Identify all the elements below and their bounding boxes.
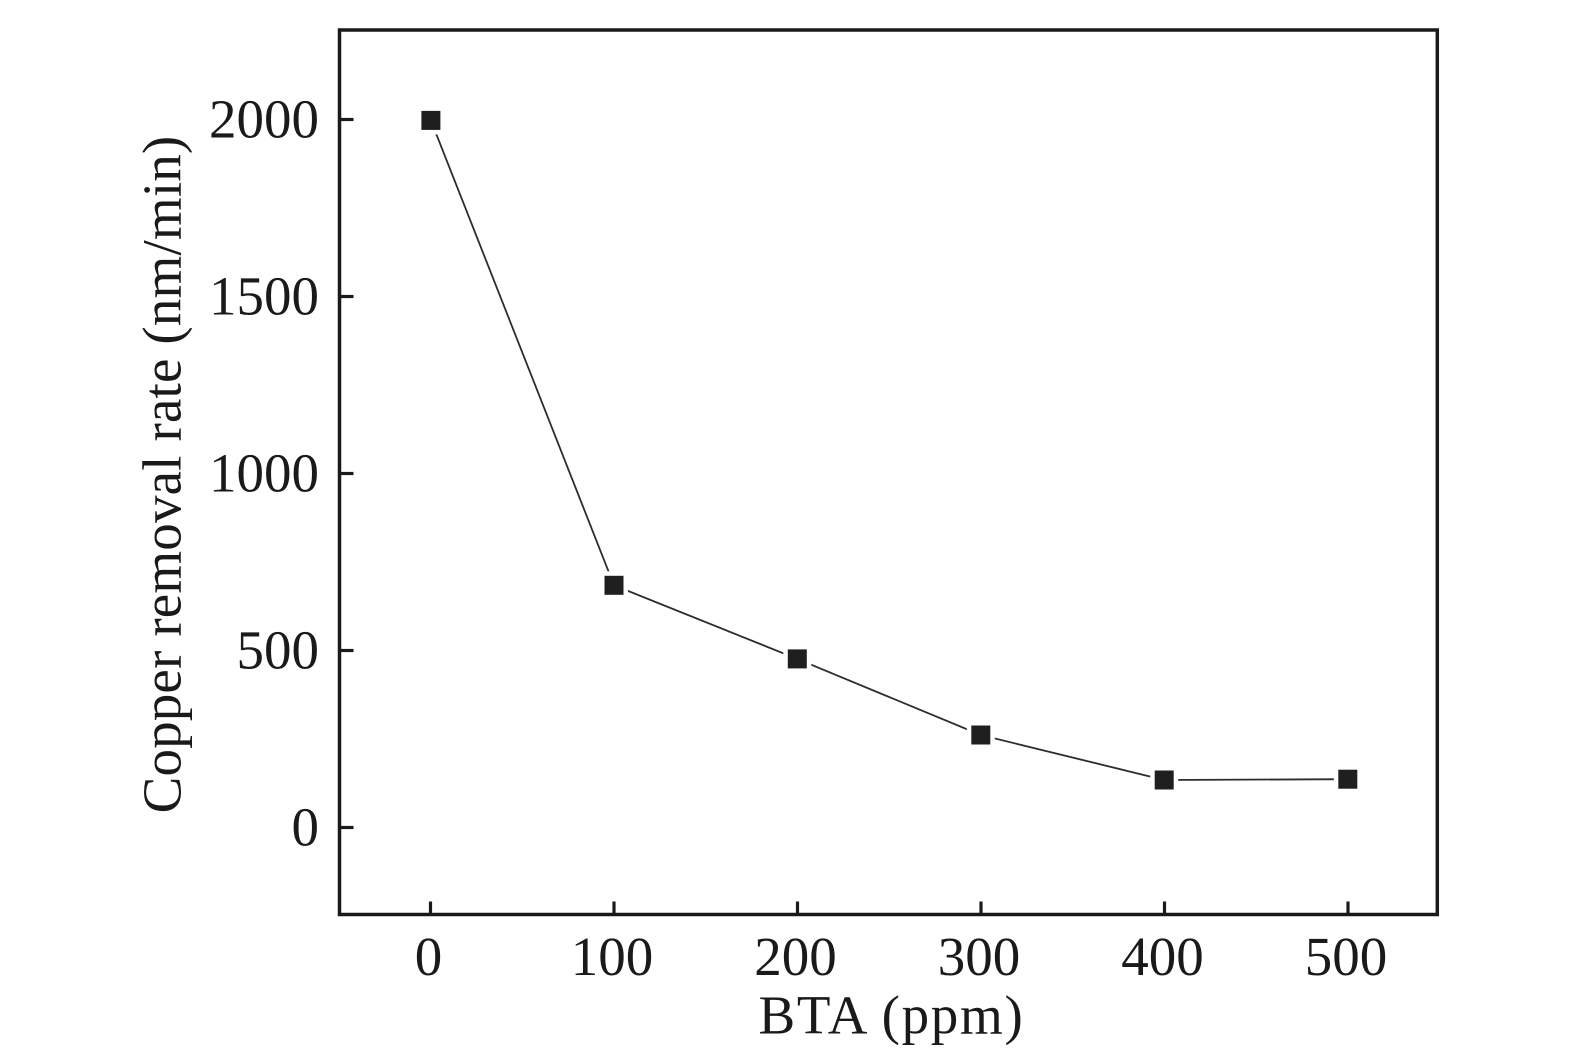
svg-text:500: 500: [237, 620, 320, 681]
svg-text:1500: 1500: [209, 266, 319, 327]
svg-text:300: 300: [938, 926, 1021, 987]
svg-text:0: 0: [415, 926, 443, 987]
svg-text:100: 100: [571, 926, 654, 987]
svg-text:200: 200: [754, 926, 837, 987]
svg-text:Copper removal rate (nm/min): Copper removal rate (nm/min): [132, 136, 193, 814]
svg-text:BTA (ppm): BTA (ppm): [758, 985, 1024, 1046]
svg-text:500: 500: [1305, 926, 1388, 987]
svg-text:0: 0: [292, 797, 320, 858]
svg-text:1000: 1000: [209, 443, 319, 504]
svg-text:2000: 2000: [209, 89, 319, 150]
svg-text:400: 400: [1121, 926, 1204, 987]
